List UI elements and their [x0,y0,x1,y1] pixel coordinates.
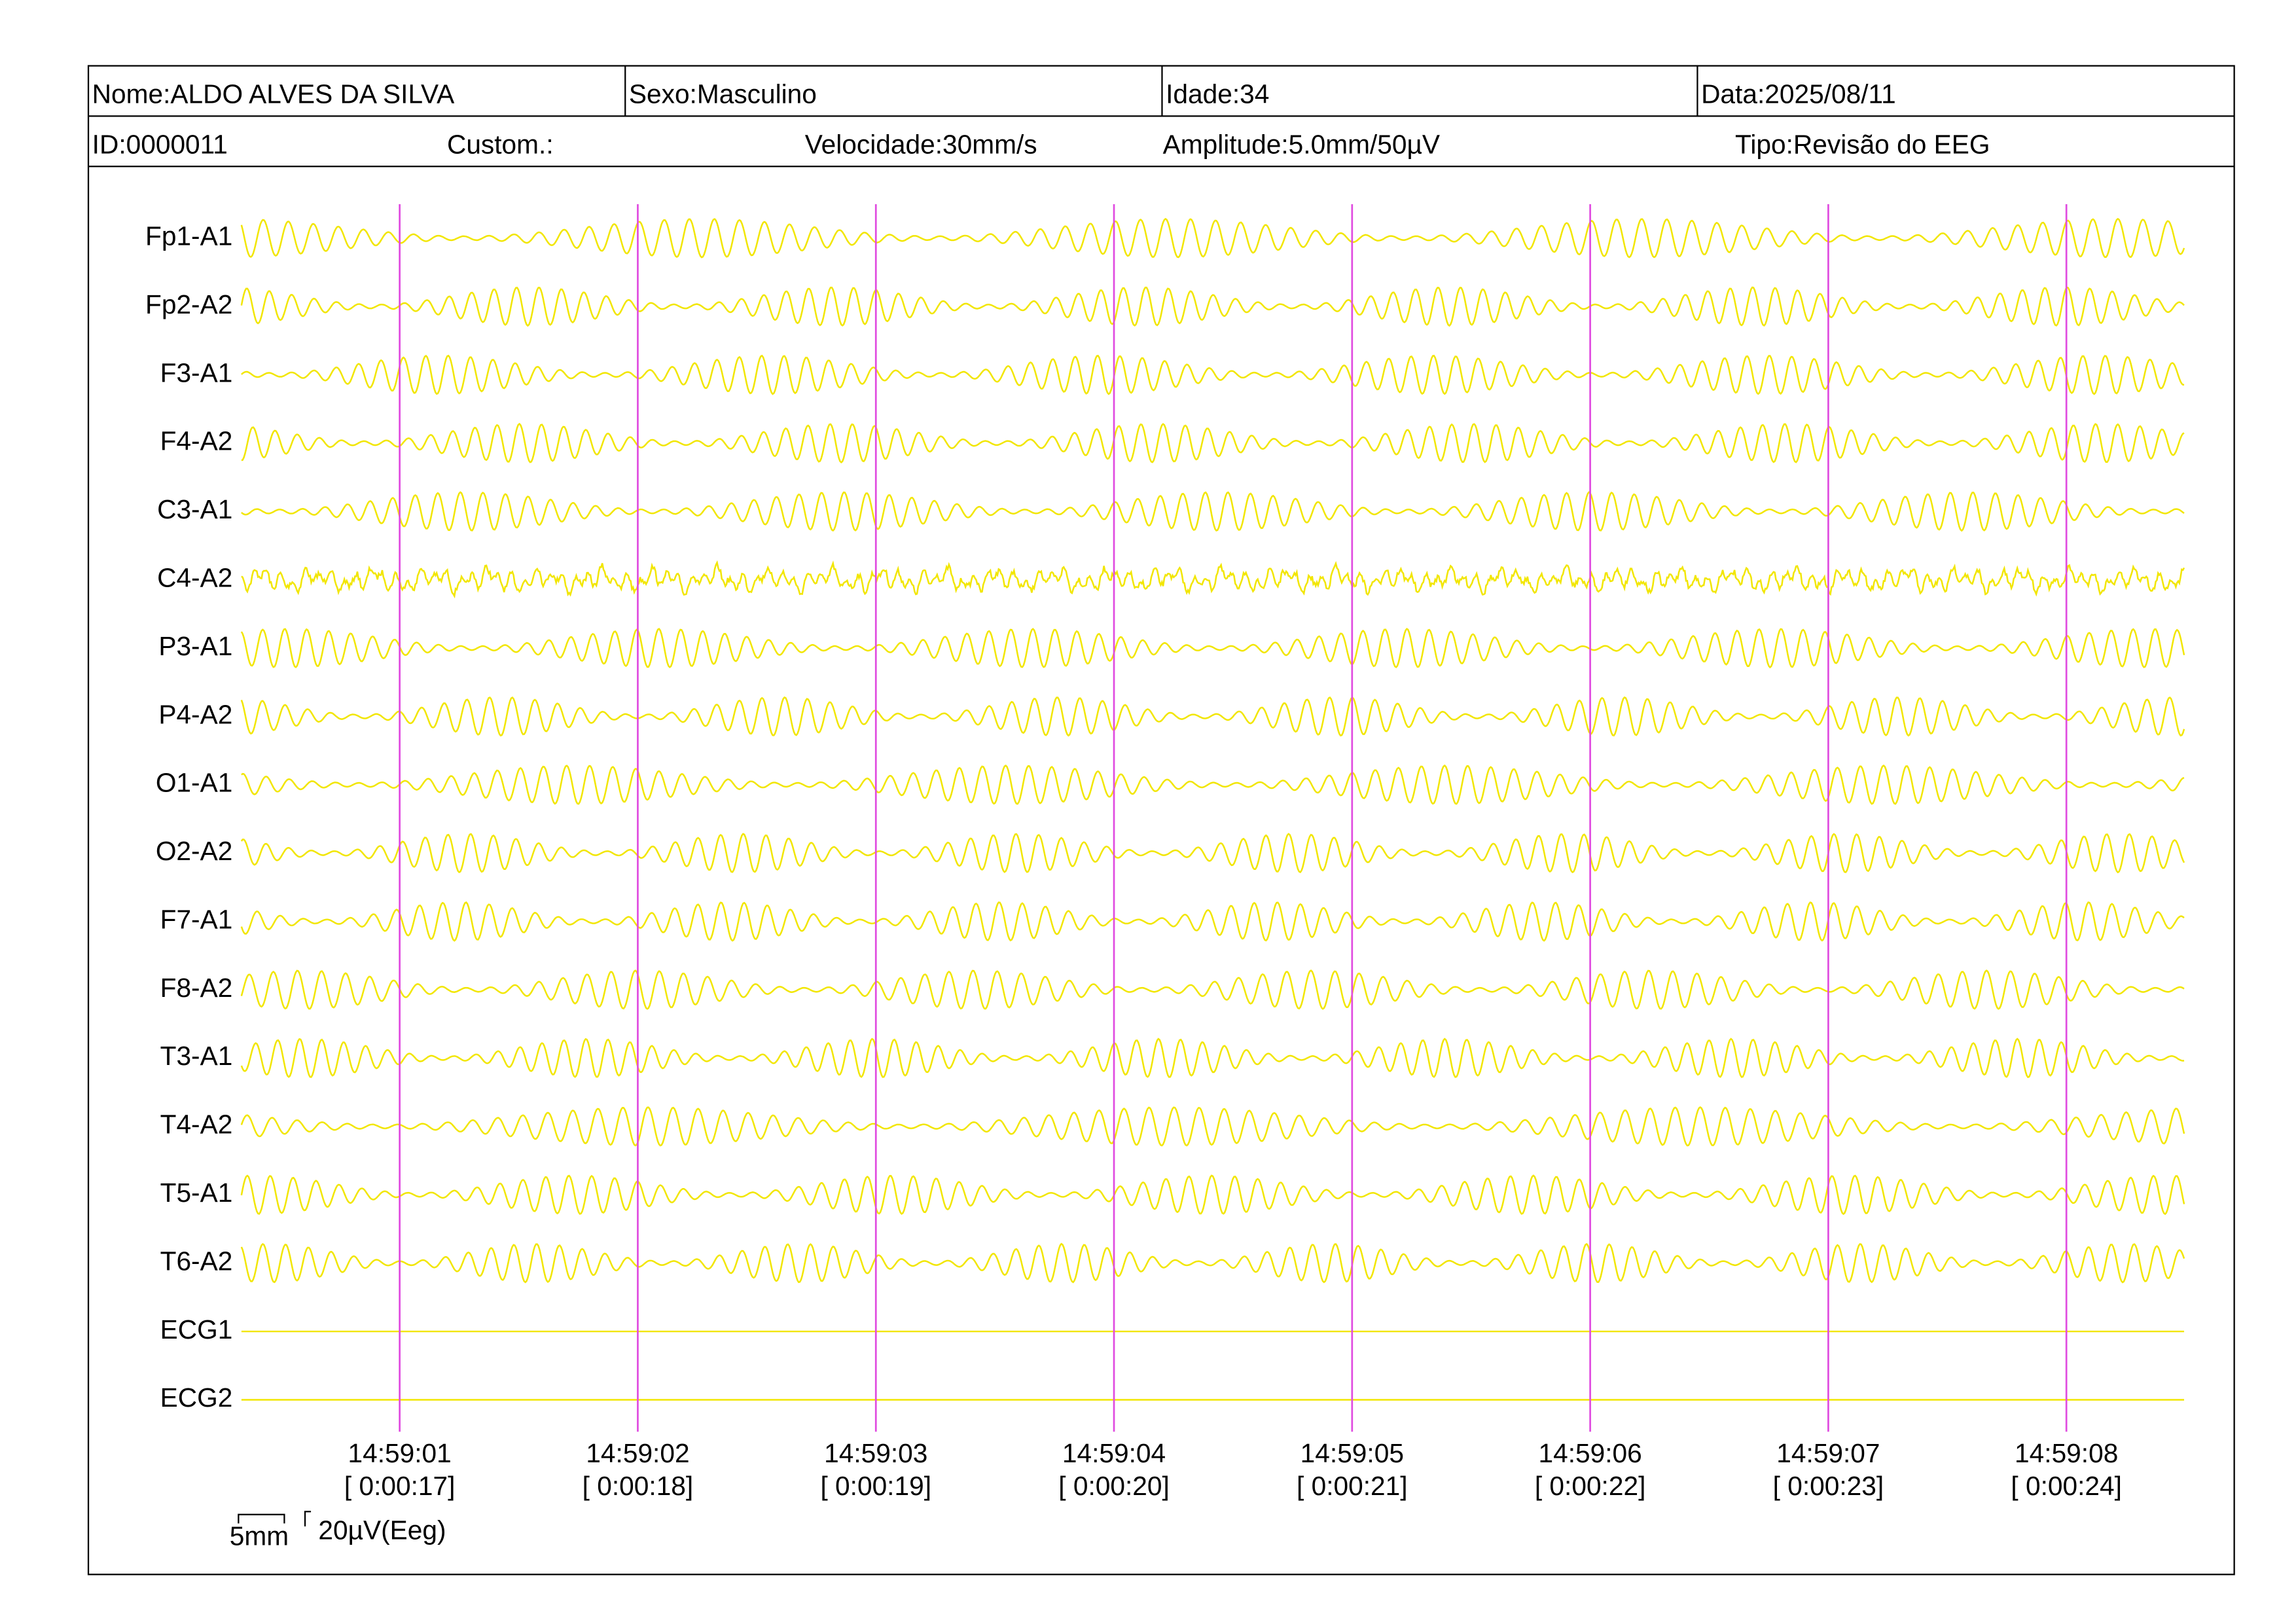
eeg-trace [240,833,2185,874]
time-clock: 14:59:06 [1538,1438,1641,1468]
amplitude-scale-bar [304,1511,312,1526]
channel-label: F8-A2 [160,973,233,1003]
time-scale-label: 5mm [230,1521,289,1551]
channel-label: O2-A2 [156,836,233,866]
record-type: Tipo:Revisão do EEG [1735,129,1990,159]
channel-label: Fp1-A1 [145,221,232,251]
channel-label: C4-A2 [157,562,232,592]
time-elapsed: [ 0:00:18] [583,1471,694,1501]
eeg-trace [240,901,2185,942]
channel-label: T4-A2 [160,1110,233,1140]
time-scale-bar [238,1513,285,1524]
time-elapsed: [ 0:00:17] [344,1471,456,1501]
time-clock: 14:59:08 [2015,1438,2118,1468]
record-date: Data:2025/08/11 [1701,79,1896,109]
time-elapsed: [ 0:00:20] [1058,1471,1170,1501]
eeg-trace [240,1106,2185,1147]
time-clock: 14:59:07 [1776,1438,1880,1468]
channel-label: ECG2 [160,1382,233,1413]
channel-label: T5-A1 [160,1178,233,1208]
eeg-trace [240,969,2185,1010]
patient-id: ID:0000011 [92,129,228,159]
time-clock: 14:59:04 [1062,1438,1166,1468]
time-elapsed: [ 0:00:24] [2011,1471,2122,1501]
patient-sex: Sexo:Masculino [629,79,817,109]
channel-label: O1-A1 [156,768,233,798]
eeg-trace [241,560,2185,599]
time-clock: 14:59:02 [586,1438,689,1468]
channel-label: P3-A1 [158,631,232,661]
channel-label: Fp2-A2 [145,289,232,319]
time-clock: 14:59:01 [348,1438,452,1468]
eeg-trace [240,1242,2185,1284]
channel-label: F3-A1 [160,357,233,388]
eeg-trace [241,422,2185,463]
time-elapsed: [ 0:00:23] [1773,1471,1884,1501]
eeg-trace [240,1038,2185,1079]
channel-label: C3-A1 [157,494,232,524]
custom-field: Custom.: [447,129,554,159]
channel-label: ECG1 [160,1314,233,1344]
time-elapsed: [ 0:00:19] [820,1471,931,1501]
eeg-trace [240,217,2185,259]
paper-speed: Velocidade:30mm/s [805,129,1037,159]
time-elapsed: [ 0:00:21] [1297,1471,1408,1501]
eeg-trace [241,491,2185,532]
time-clock: 14:59:05 [1300,1438,1404,1468]
amplitude-scale-label: 20µV(Eeg) [318,1515,446,1545]
time-clock: 14:59:03 [824,1438,927,1468]
time-elapsed: [ 0:00:22] [1535,1471,1646,1501]
eeg-trace [240,696,2185,737]
patient-age: Idade:34 [1166,79,1269,109]
channel-label: F4-A2 [160,426,233,456]
eeg-trace [240,628,2185,669]
amplitude-setting: Amplitude:5.0mm/50µV [1163,129,1440,159]
trace-area: Fp1-A1 Fp2-A2 F3-A1 F4-A2 C3-A1 C4-A2 P3-A1 P4-… [145,204,2185,1501]
patient-name: Nome:ALDO ALVES DA SILVA [92,79,456,109]
channel-label: P4-A2 [158,699,232,729]
channel-label: T6-A2 [160,1246,233,1276]
eeg-trace [240,286,2185,327]
eeg-trace [241,354,2185,395]
channel-label: F7-A1 [160,904,233,934]
eeg-trace [240,1174,2185,1216]
eeg-trace [241,764,2185,805]
channel-label: T3-A1 [160,1041,233,1071]
